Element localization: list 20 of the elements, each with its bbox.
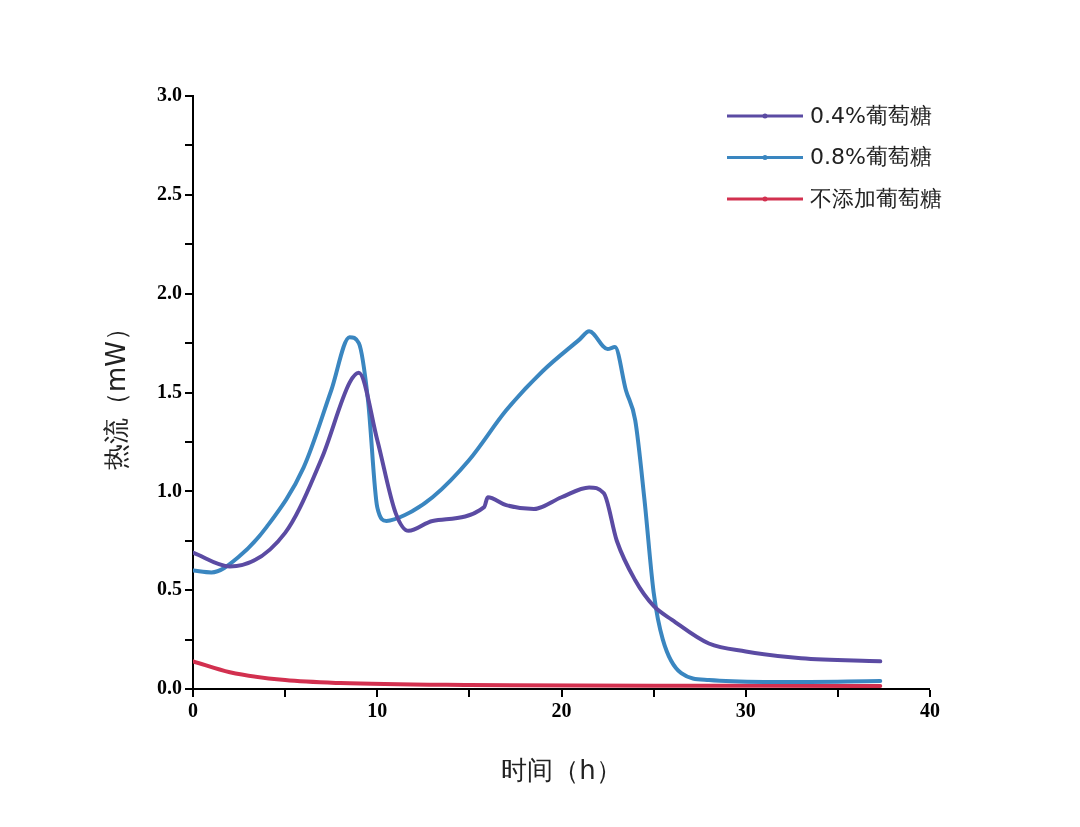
y-tick-label: 2.5 [157, 182, 182, 205]
legend-label: 0.4%葡萄糖 [810, 102, 932, 128]
line-series [193, 370, 883, 664]
line-series [193, 659, 883, 689]
y-tick-label: 3.0 [157, 83, 182, 106]
x-tick-label: 10 [367, 699, 388, 722]
x-tick-label: 40 [920, 699, 940, 722]
x-tick-label: 0 [188, 699, 198, 722]
y-tick-label: 1.0 [157, 478, 182, 501]
y-axis-title: 热流（mW） [100, 314, 131, 471]
x-axis-title: 时间（h） [501, 754, 622, 785]
legend-label: 0.8%葡萄糖 [810, 144, 932, 170]
line-series [193, 329, 883, 685]
y-tick-label: 0.0 [157, 676, 182, 699]
y-tick-label: 0.5 [157, 577, 182, 600]
y-tick-label: 2.0 [157, 280, 182, 303]
x-tick-label: 20 [551, 699, 572, 722]
x-tick-label: 30 [735, 699, 756, 722]
legend-label: 不添加葡萄糖 [810, 185, 942, 211]
y-tick-label: 1.5 [157, 379, 182, 402]
